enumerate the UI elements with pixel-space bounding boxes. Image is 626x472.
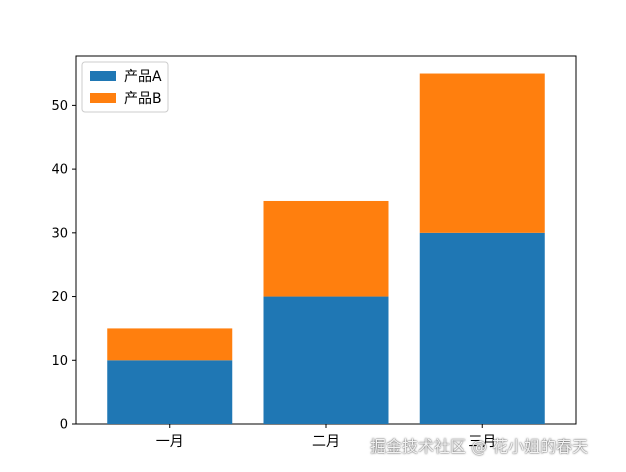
y-tick-label-50: 50 (51, 99, 68, 114)
x-tick-label-2: 二月 (312, 434, 340, 450)
legend-swatch-product-b (90, 93, 116, 103)
bar-product-a-2 (263, 296, 389, 424)
bar-product-a-3 (419, 232, 545, 424)
x-tick-label-1: 一月 (156, 434, 184, 450)
y-tick-label-0: 0 (60, 418, 68, 433)
bar-product-b-1 (107, 328, 233, 361)
bar-product-a-1 (107, 360, 233, 424)
y-tick-label-10: 10 (51, 354, 68, 369)
legend-label-product-a: 产品A (124, 69, 162, 85)
y-tick-label-40: 40 (51, 163, 68, 178)
watermark-text: 掘金技术社区 @ 花小姐的春天 (370, 437, 589, 456)
y-tick-label-30: 30 (51, 226, 68, 241)
y-tick-label-20: 20 (51, 290, 68, 305)
x-tick-label-3: 三月 (468, 434, 496, 450)
legend-label-product-b: 产品B (124, 91, 162, 107)
bar-product-b-3 (419, 73, 545, 233)
bar-product-b-2 (263, 200, 389, 297)
legend-swatch-product-a (90, 71, 116, 81)
